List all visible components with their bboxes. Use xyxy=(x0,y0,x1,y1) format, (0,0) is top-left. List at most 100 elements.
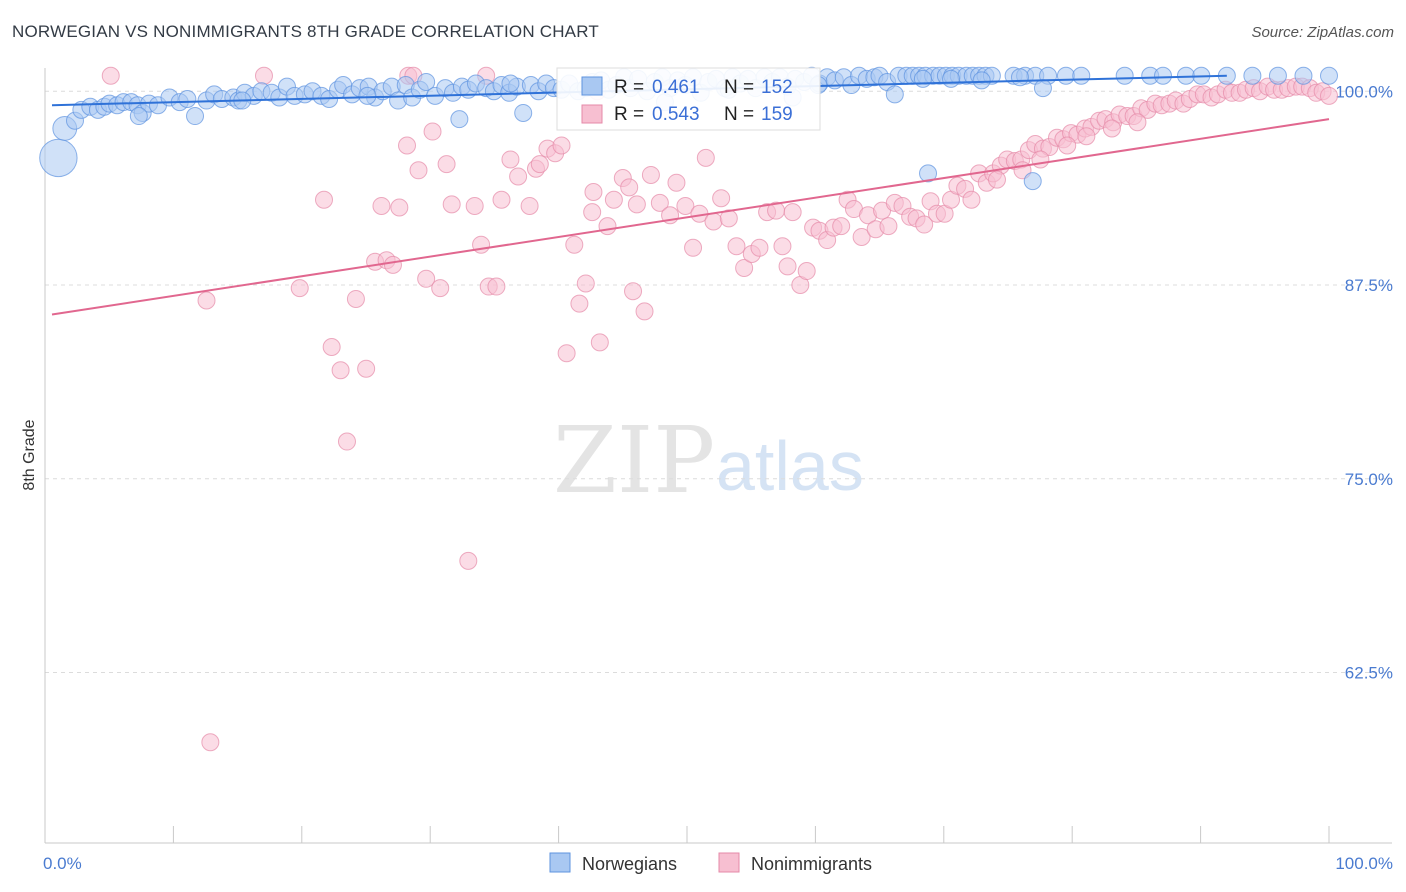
series-nonimmigrants xyxy=(101,66,1338,752)
point-nonimmigrants xyxy=(530,155,549,174)
point-nonimmigrants xyxy=(390,198,409,217)
point-nonimmigrants xyxy=(604,190,623,209)
y-tick-label: 62.5% xyxy=(1345,664,1393,683)
source-credit: Source: ZipAtlas.com xyxy=(1251,24,1394,41)
point-nonimmigrants xyxy=(1128,113,1147,132)
point-nonimmigrants xyxy=(570,294,589,313)
point-norwegians xyxy=(1153,66,1172,85)
legend-swatch-nonimmigrants[interactable] xyxy=(718,852,740,873)
point-nonimmigrants xyxy=(201,733,220,752)
point-norwegians xyxy=(1294,66,1313,85)
point-nonimmigrants xyxy=(431,279,450,298)
point-nonimmigrants xyxy=(1058,136,1077,155)
point-norwegians xyxy=(942,69,961,88)
point-nonimmigrants xyxy=(915,215,934,234)
point-norwegians xyxy=(1072,66,1091,85)
stats-n-value-norwegians: 152 xyxy=(761,77,793,98)
point-norwegians xyxy=(1033,79,1052,98)
stats-n-label-nonimmigrants: N = xyxy=(724,104,754,125)
x-axis-ticks xyxy=(44,826,1330,843)
point-nonimmigrants xyxy=(712,189,731,208)
legend-swatch-norwegians[interactable] xyxy=(549,852,571,873)
point-norwegians xyxy=(501,74,520,93)
point-norwegians xyxy=(178,90,197,108)
point-nonimmigrants xyxy=(437,155,456,174)
y-tick-label: 75.0% xyxy=(1345,470,1393,489)
point-nonimmigrants xyxy=(719,209,738,228)
point-nonimmigrants xyxy=(783,203,802,222)
point-norwegians xyxy=(885,85,904,104)
point-nonimmigrants xyxy=(750,238,769,257)
point-norwegians xyxy=(1010,68,1029,87)
point-nonimmigrants xyxy=(565,235,584,254)
bottom-legend: Norwegians Nonimmigrants xyxy=(549,852,872,874)
watermark-atlas: atlas xyxy=(716,427,864,505)
point-norwegians xyxy=(129,107,148,126)
point-nonimmigrants xyxy=(346,289,365,308)
y-axis-label: 8th Grade xyxy=(21,419,38,490)
point-nonimmigrants xyxy=(667,173,686,192)
point-norwegians xyxy=(919,164,938,183)
point-nonimmigrants xyxy=(852,227,871,246)
point-norwegians xyxy=(417,72,436,91)
point-nonimmigrants xyxy=(598,217,617,236)
point-nonimmigrants xyxy=(557,344,576,363)
point-nonimmigrants xyxy=(290,279,309,298)
point-nonimmigrants xyxy=(962,190,981,209)
point-nonimmigrants xyxy=(552,136,571,155)
point-nonimmigrants xyxy=(650,193,669,212)
point-nonimmigrants xyxy=(357,359,376,378)
point-nonimmigrants xyxy=(590,333,609,352)
point-nonimmigrants xyxy=(254,66,273,85)
stats-r-label-nonimmigrants: R = xyxy=(614,104,644,125)
point-nonimmigrants xyxy=(520,196,539,215)
x-tick-label-max: 100.0% xyxy=(1335,854,1393,873)
point-norwegians xyxy=(358,86,377,105)
point-nonimmigrants xyxy=(704,212,723,231)
point-nonimmigrants xyxy=(1102,119,1121,138)
stats-legend: R = 0.461 N = 152 R = 0.543 N = 159 xyxy=(556,67,821,131)
stats-n-label-norwegians: N = xyxy=(724,77,754,98)
point-nonimmigrants xyxy=(696,148,715,167)
x-tick-label-min: 0.0% xyxy=(43,854,82,873)
point-nonimmigrants xyxy=(501,150,520,169)
point-nonimmigrants xyxy=(1031,150,1050,169)
point-nonimmigrants xyxy=(409,161,428,180)
y-tick-labels: 100.0% 87.5% 75.0% 62.5% xyxy=(1335,82,1393,682)
point-nonimmigrants xyxy=(383,255,402,274)
point-norwegians xyxy=(186,107,205,126)
chart-title: NORWEGIAN VS NONIMMIGRANTS 8TH GRADE COR… xyxy=(12,22,599,41)
stats-r-label-norwegians: R = xyxy=(614,77,644,98)
stats-swatch-nonimmigrants xyxy=(581,104,603,124)
point-norwegians xyxy=(972,71,991,90)
point-nonimmigrants xyxy=(465,196,484,215)
point-nonimmigrants xyxy=(315,190,334,209)
stats-n-value-nonimmigrants: 159 xyxy=(761,104,793,125)
watermark-zip: ZIP xyxy=(553,407,715,514)
point-norwegians xyxy=(450,110,469,129)
point-nonimmigrants xyxy=(322,338,341,356)
y-tick-label: 100.0% xyxy=(1335,82,1393,101)
point-nonimmigrants xyxy=(1077,127,1096,146)
point-norwegians xyxy=(1023,172,1042,191)
stats-r-value-nonimmigrants: 0.543 xyxy=(652,104,700,125)
point-norwegians xyxy=(913,69,932,88)
stats-swatch-norwegians xyxy=(581,76,603,96)
point-nonimmigrants xyxy=(773,237,792,256)
point-norwegians xyxy=(1243,66,1262,85)
point-nonimmigrants xyxy=(101,66,120,85)
legend-label-nonimmigrants[interactable]: Nonimmigrants xyxy=(751,854,872,874)
point-nonimmigrants xyxy=(620,178,639,197)
point-nonimmigrants xyxy=(584,183,603,201)
point-nonimmigrants xyxy=(398,136,417,155)
watermark: ZIP atlas xyxy=(553,407,864,514)
point-norwegians xyxy=(1268,66,1287,85)
point-nonimmigrants xyxy=(797,262,816,281)
legend-label-norwegians[interactable]: Norwegians xyxy=(582,854,677,874)
point-nonimmigrants xyxy=(832,217,851,236)
y-tick-label: 87.5% xyxy=(1345,276,1393,295)
point-nonimmigrants xyxy=(624,282,643,301)
point-nonimmigrants xyxy=(627,195,646,214)
point-nonimmigrants xyxy=(778,257,797,276)
